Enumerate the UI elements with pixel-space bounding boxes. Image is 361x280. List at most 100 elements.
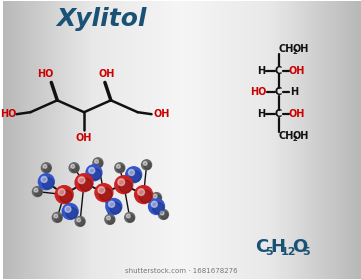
Bar	[157, 1, 158, 279]
Circle shape	[32, 187, 42, 197]
Circle shape	[126, 214, 130, 218]
Circle shape	[42, 178, 53, 189]
Bar	[323, 1, 325, 279]
Bar	[304, 1, 305, 279]
Circle shape	[118, 179, 125, 186]
Bar	[336, 1, 338, 279]
Bar	[85, 1, 87, 279]
Bar	[160, 1, 162, 279]
Bar	[302, 1, 304, 279]
Bar	[291, 1, 293, 279]
Bar	[221, 1, 223, 279]
Bar	[332, 1, 334, 279]
Circle shape	[117, 165, 120, 168]
Bar	[112, 1, 114, 279]
Bar	[348, 1, 350, 279]
Bar	[116, 1, 117, 279]
Bar	[148, 1, 149, 279]
Circle shape	[78, 219, 84, 226]
Bar	[158, 1, 160, 279]
Bar	[73, 1, 74, 279]
Bar	[49, 1, 51, 279]
Bar	[250, 1, 252, 279]
Bar	[198, 1, 200, 279]
Bar	[30, 1, 31, 279]
Circle shape	[106, 216, 110, 220]
Bar	[53, 1, 55, 279]
Bar	[309, 1, 311, 279]
Text: shutterstock.com · 1681678276: shutterstock.com · 1681678276	[125, 268, 238, 274]
Bar	[71, 1, 73, 279]
Bar	[89, 1, 91, 279]
Bar	[97, 1, 99, 279]
Bar	[293, 1, 295, 279]
Bar	[205, 1, 207, 279]
Bar	[141, 1, 143, 279]
Circle shape	[95, 160, 103, 167]
Circle shape	[52, 213, 62, 222]
Bar	[21, 1, 22, 279]
Circle shape	[107, 217, 114, 224]
Circle shape	[42, 163, 51, 173]
Bar	[238, 1, 239, 279]
Bar	[232, 1, 234, 279]
Circle shape	[65, 206, 71, 212]
Bar	[298, 1, 300, 279]
Bar	[6, 1, 8, 279]
Bar	[282, 1, 284, 279]
Bar	[313, 1, 314, 279]
Bar	[325, 1, 327, 279]
Bar	[47, 1, 49, 279]
Bar	[58, 1, 60, 279]
Bar	[210, 1, 212, 279]
Circle shape	[144, 162, 151, 169]
Bar	[177, 1, 178, 279]
Bar	[289, 1, 291, 279]
Text: C: C	[275, 87, 282, 97]
Bar	[345, 1, 347, 279]
Text: OH: OH	[288, 66, 305, 76]
Circle shape	[142, 160, 152, 170]
Bar	[214, 1, 216, 279]
Bar	[322, 1, 323, 279]
Circle shape	[125, 213, 135, 222]
Bar	[149, 1, 151, 279]
Bar	[192, 1, 194, 279]
Circle shape	[98, 187, 105, 193]
Text: 5: 5	[265, 247, 272, 257]
Bar	[241, 1, 243, 279]
Circle shape	[43, 165, 47, 168]
Bar	[96, 1, 97, 279]
Circle shape	[160, 211, 164, 215]
Bar	[264, 1, 266, 279]
Bar	[275, 1, 277, 279]
Bar	[65, 1, 67, 279]
Bar	[123, 1, 125, 279]
Bar	[82, 1, 83, 279]
Bar	[99, 1, 101, 279]
Bar	[307, 1, 309, 279]
Bar	[33, 1, 35, 279]
Bar	[207, 1, 209, 279]
Circle shape	[127, 215, 134, 222]
Text: OH: OH	[76, 133, 92, 143]
Circle shape	[99, 188, 112, 201]
Circle shape	[153, 202, 164, 214]
Text: H: H	[291, 87, 299, 97]
Bar	[339, 1, 341, 279]
Bar	[134, 1, 135, 279]
Bar	[186, 1, 187, 279]
Bar	[83, 1, 85, 279]
Bar	[184, 1, 186, 279]
Bar	[196, 1, 198, 279]
Circle shape	[41, 176, 47, 183]
Bar	[114, 1, 116, 279]
Bar	[15, 1, 17, 279]
Circle shape	[158, 209, 169, 220]
Bar	[347, 1, 348, 279]
Bar	[216, 1, 218, 279]
Bar	[182, 1, 184, 279]
Circle shape	[129, 169, 135, 176]
Circle shape	[152, 193, 161, 202]
Bar	[175, 1, 177, 279]
